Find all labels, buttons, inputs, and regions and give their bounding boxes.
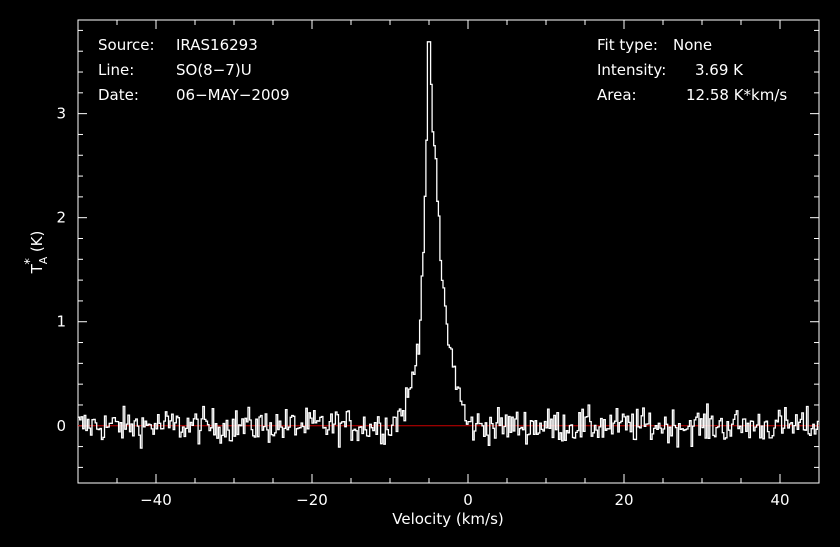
plot-frame [77, 19, 820, 484]
y-tick-label: 1 [56, 313, 66, 331]
spectrum-line [78, 41, 819, 449]
y-axis-label-sup: * [23, 258, 38, 265]
fit-type-value: None [673, 36, 712, 54]
x-tick-label: −20 [296, 491, 328, 509]
fit-type-label: Fit type: [597, 36, 658, 54]
intensity-value: 3.69 K [695, 61, 744, 79]
y-axis-label: TA* (K) [23, 231, 50, 275]
x-tick-label: 40 [770, 491, 789, 509]
date-label: Date: [98, 86, 139, 104]
x-axis-label: Velocity (km/s) [392, 510, 503, 528]
y-axis-label-unit: (K) [28, 231, 46, 253]
intensity-label: Intensity: [597, 61, 666, 79]
y-tick-label: 3 [56, 105, 66, 123]
line-value: SO(8−7)U [176, 61, 252, 79]
svg-text:TA*(K): TA* (K) [23, 231, 50, 275]
x-tick-label: 0 [463, 491, 473, 509]
y-tick-label: 2 [56, 209, 66, 227]
source-label: Source: [98, 36, 155, 54]
y-axis-label-main: T [28, 263, 46, 274]
source-value: IRAS16293 [176, 36, 258, 54]
line-label: Line: [98, 61, 134, 79]
area-value: 12.58 K*km/s [686, 86, 787, 104]
axis-tick-labels: −40 −20 0 20 40 0 1 2 3 [56, 105, 789, 509]
y-axis-label-sub: A [37, 256, 50, 264]
x-tick-label: −40 [140, 491, 172, 509]
date-value: 06−MAY−2009 [176, 86, 290, 104]
area-label: Area: [597, 86, 637, 104]
x-tick-label: 20 [614, 491, 633, 509]
axis-ticks [77, 20, 820, 483]
y-tick-label: 0 [56, 417, 66, 435]
